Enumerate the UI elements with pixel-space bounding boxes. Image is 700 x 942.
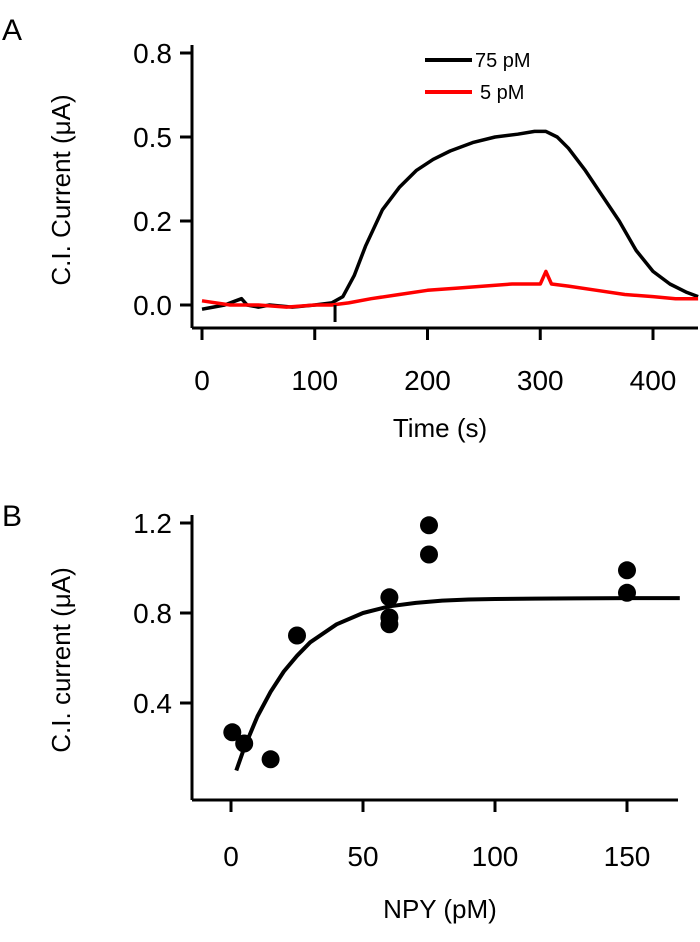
y-tick-label-1.2: 1.2 [133,508,172,539]
legend-label-5pm: 5 pM [480,82,524,104]
y-tick-label-0.4: 0.4 [133,688,172,719]
data-point [618,583,636,602]
x-tick-label-100: 100 [291,365,338,396]
y-tick-label-0.2: 0.2 [133,206,172,237]
y-tick-label-0.8: 0.8 [133,38,172,69]
panel-b-plot-area [223,516,680,772]
series-line-75-pm [201,129,699,311]
data-point [380,615,399,634]
panel-b-x-label: NPY (pM) [383,894,497,924]
x-tick-label-400: 400 [630,365,677,396]
x-tick-label-150: 150 [604,841,651,872]
x-tick-label-100: 100 [472,841,519,872]
panel-b-chart: 0 50 100 150 0.4 0.8 1.2 NPY (pM) C.I. current… [46,508,680,924]
data-point [223,723,242,742]
data-point [420,545,438,564]
x-tick-label-0: 0 [194,365,210,396]
data-point [380,588,399,607]
y-tick-label-0.5: 0.5 [133,122,172,153]
panel-a-chart: 0 100 200 300 400 0.0 0.2 0.5 0.8 Time (s) C.I. … [46,38,699,443]
y-tick-label-0.8: 0.8 [133,598,172,629]
data-point [288,626,306,645]
panel-b-y-label: C.I. current (μA) [46,567,76,752]
data-point [420,516,438,535]
panel-b-ticks: 0 50 100 150 0.4 0.8 1.2 [133,508,650,872]
fit-curve [234,596,680,772]
data-point [235,734,254,753]
panel-a-plot-area [201,129,699,322]
panel-a-legend: 75 pM 5 pM [425,50,531,104]
y-tick-label-0: 0.0 [133,290,172,321]
data-point [618,561,636,580]
panel-a-ticks: 0 100 200 300 400 0.0 0.2 0.5 0.8 [133,38,676,396]
panel-letter-b: B [2,500,22,533]
x-tick-label-50: 50 [347,841,378,872]
series-line-5-pm [201,269,699,309]
panel-a-x-label: Time (s) [393,413,487,443]
x-tick-label-300: 300 [517,365,564,396]
panel-letter-a: A [2,14,22,47]
data-point [261,750,280,769]
x-tick-label-0: 0 [223,841,239,872]
panel-a-y-label: C.I. Current (μA) [46,94,76,285]
legend-label-75pm: 75 pM [475,50,531,72]
x-tick-label-200: 200 [404,365,451,396]
